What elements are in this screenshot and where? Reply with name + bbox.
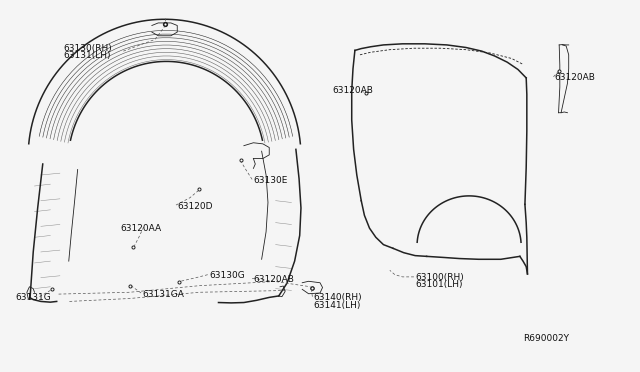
Text: R690002Y: R690002Y: [523, 334, 569, 343]
Text: 63131G: 63131G: [15, 293, 51, 302]
Text: 63131GA: 63131GA: [142, 289, 184, 299]
Text: 63120AB: 63120AB: [555, 73, 596, 83]
Text: 63100(RH): 63100(RH): [415, 273, 464, 282]
Text: 63130G: 63130G: [209, 271, 244, 280]
Text: 63101(LH): 63101(LH): [415, 280, 463, 289]
Text: 63141(LH): 63141(LH): [314, 301, 361, 310]
Text: 63131(LH): 63131(LH): [63, 51, 111, 60]
Text: 63120AA: 63120AA: [120, 224, 161, 232]
Text: 63120AB: 63120AB: [333, 86, 374, 95]
Text: 63120D: 63120D: [177, 202, 212, 211]
Text: 63130(RH): 63130(RH): [63, 44, 112, 53]
Text: 63140(RH): 63140(RH): [314, 293, 362, 302]
Text: 63130E: 63130E: [253, 176, 288, 185]
Text: 63120AB: 63120AB: [253, 275, 294, 284]
